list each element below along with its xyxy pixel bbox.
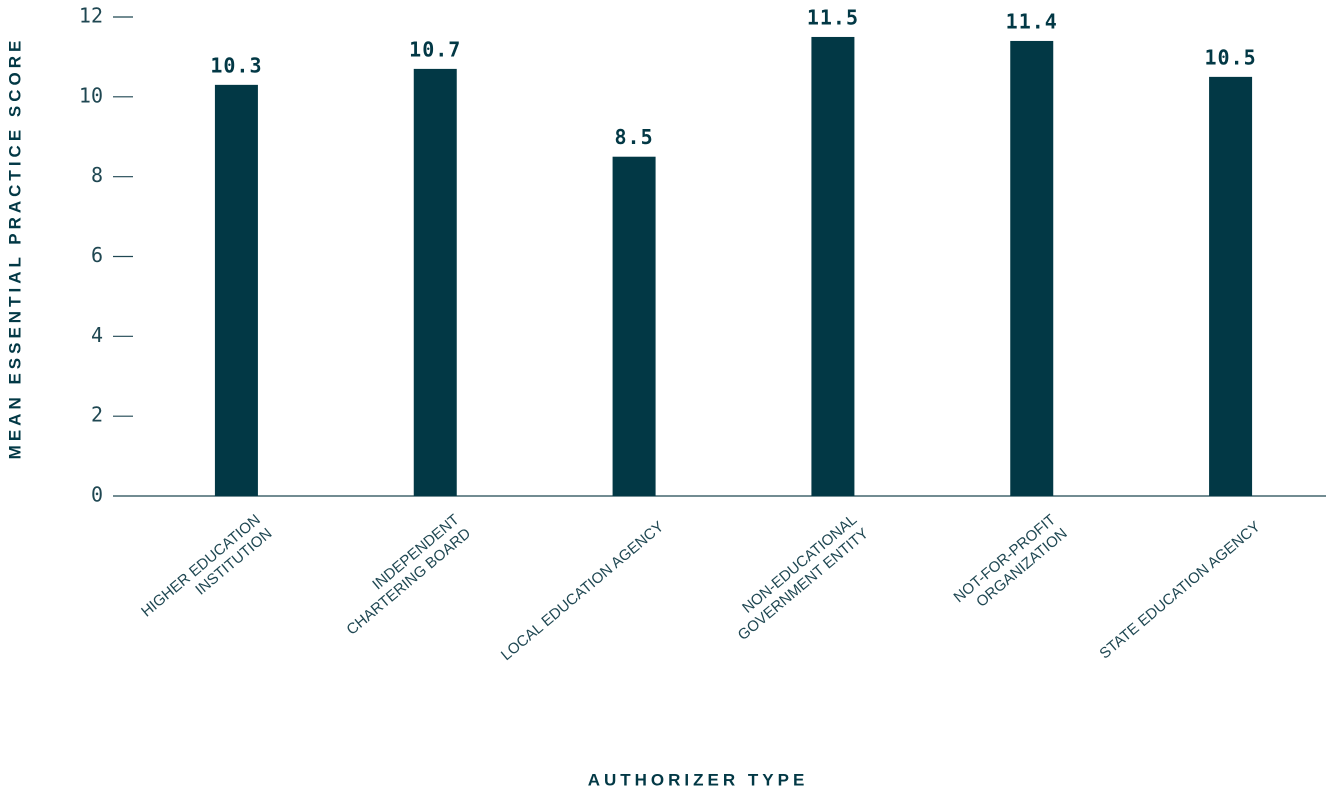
x-tick-label-line: LOCAL EDUCATION AGENCY [498, 518, 667, 664]
x-tick-label-line: CHARTERING BOARD [343, 525, 474, 639]
bar [811, 36, 855, 496]
x-tick-label-line: HIGHER EDUCATION [138, 511, 264, 620]
y-tick-label: 0 [91, 483, 103, 507]
x-tick-label-line: GOVERNMENT ENTITY [735, 525, 872, 644]
value-label: 10.5 [1204, 45, 1256, 69]
bar [1209, 76, 1253, 496]
bar [214, 84, 258, 496]
x-tick-label: LOCAL EDUCATION AGENCY [498, 518, 667, 664]
bar [413, 68, 457, 497]
x-tick-label: HIGHER EDUCATIONINSTITUTION [138, 511, 275, 634]
value-label: 10.7 [409, 37, 461, 61]
value-label: 8.5 [615, 125, 654, 149]
x-tick-label: STATE EDUCATION AGENCY [1096, 518, 1263, 662]
y-tick-label: 6 [91, 243, 103, 267]
y-axis-title: MEAN ESSENTIAL PRACTICE SCORE [5, 37, 24, 460]
value-label: 10.3 [210, 53, 262, 77]
value-label: 11.5 [807, 5, 859, 29]
bar [1010, 40, 1054, 496]
x-axis-title: AUTHORIZER TYPE [588, 770, 809, 789]
y-tick-label: 8 [91, 163, 103, 187]
y-tick-label: 4 [91, 323, 103, 347]
y-tick-label: 10 [79, 83, 103, 107]
y-tick-label: 12 [79, 4, 103, 28]
x-tick-label-line: STATE EDUCATION AGENCY [1096, 518, 1263, 662]
x-tick-label: NOT-FOR-PROFITORGANIZATION [950, 511, 1070, 620]
bar [612, 156, 656, 497]
y-tick-label: 2 [91, 403, 103, 427]
x-tick-label: NON-EDUCATIONALGOVERNMENT ENTITY [723, 511, 872, 644]
x-tick-label-line: NON-EDUCATIONAL [739, 511, 860, 617]
value-label: 11.4 [1006, 9, 1058, 33]
x-tick-label: INDEPENDENTCHARTERING BOARD [332, 511, 474, 638]
